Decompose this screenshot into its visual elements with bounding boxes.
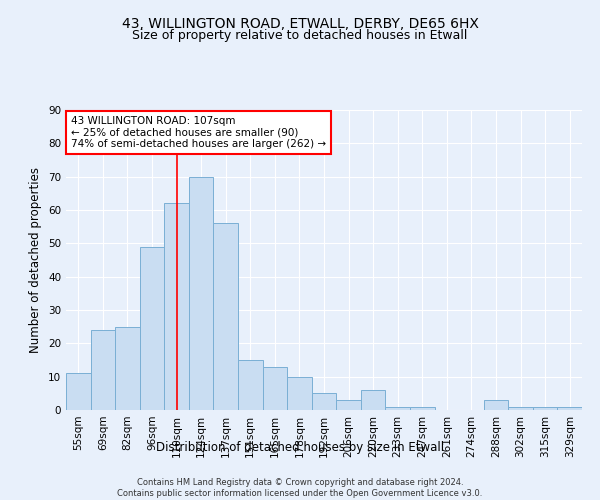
Text: Size of property relative to detached houses in Etwall: Size of property relative to detached ho… [133, 29, 467, 42]
Bar [361, 390, 385, 410]
Bar [287, 376, 312, 410]
Bar [263, 366, 287, 410]
Bar [91, 330, 115, 410]
Bar [336, 400, 361, 410]
Bar [238, 360, 263, 410]
Bar [164, 204, 189, 410]
Bar [140, 246, 164, 410]
Text: 43 WILLINGTON ROAD: 107sqm
← 25% of detached houses are smaller (90)
74% of semi: 43 WILLINGTON ROAD: 107sqm ← 25% of deta… [71, 116, 326, 149]
Y-axis label: Number of detached properties: Number of detached properties [29, 167, 43, 353]
Bar [189, 176, 214, 410]
Bar [66, 374, 91, 410]
Bar [115, 326, 140, 410]
Text: Distribution of detached houses by size in Etwall: Distribution of detached houses by size … [156, 441, 444, 454]
Bar [484, 400, 508, 410]
Bar [410, 406, 434, 410]
Bar [533, 406, 557, 410]
Bar [385, 406, 410, 410]
Bar [557, 406, 582, 410]
Bar [312, 394, 336, 410]
Text: Contains HM Land Registry data © Crown copyright and database right 2024.
Contai: Contains HM Land Registry data © Crown c… [118, 478, 482, 498]
Text: 43, WILLINGTON ROAD, ETWALL, DERBY, DE65 6HX: 43, WILLINGTON ROAD, ETWALL, DERBY, DE65… [122, 18, 478, 32]
Bar [214, 224, 238, 410]
Bar [508, 406, 533, 410]
